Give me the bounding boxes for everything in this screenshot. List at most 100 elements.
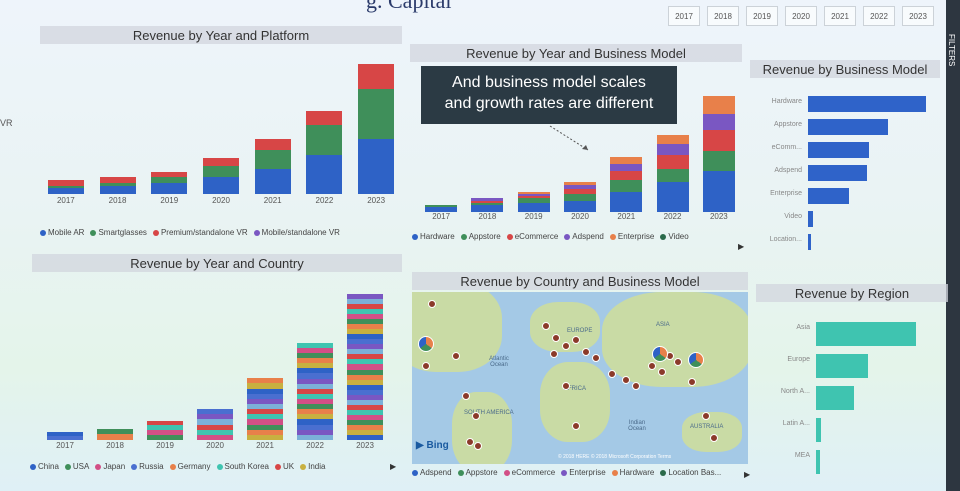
business-legend-item-3[interactable]: Adspend [564, 232, 604, 241]
country-bar-2023[interactable] [347, 294, 383, 440]
country-bar-2021[interactable] [247, 378, 283, 440]
business-bar-2017-hardware[interactable] [425, 207, 458, 212]
country-bar-2022-segment[interactable] [297, 373, 333, 379]
country-bar-2022-segment[interactable] [297, 383, 333, 390]
country-legend-item-2[interactable]: Japan [95, 462, 125, 471]
map-legend-item-5[interactable]: Location Bas... [660, 468, 721, 477]
map-pie-marker[interactable] [688, 352, 704, 368]
country-legend-item-1[interactable]: USA [64, 462, 89, 471]
country-legend-item-6[interactable]: UK [275, 462, 294, 471]
business-legend-next-icon[interactable]: ▶ [738, 242, 745, 251]
business-bar-2022-ecommerce[interactable] [656, 155, 689, 169]
country-bar-2020-segment[interactable] [197, 424, 233, 431]
map-marker[interactable] [462, 392, 470, 400]
filters-label[interactable]: FILTERS [947, 34, 956, 67]
country-bar-2023-segment[interactable] [347, 334, 383, 340]
country-bar-2022-segment[interactable] [297, 404, 333, 410]
map-marker[interactable] [572, 336, 580, 344]
map-marker[interactable] [592, 354, 600, 362]
year-button-2020[interactable]: 2020 [785, 6, 817, 26]
region-bar-0[interactable] [816, 322, 916, 346]
country-bar-2020[interactable] [197, 409, 233, 440]
country-bar-2023-segment[interactable] [347, 319, 383, 325]
business-bar-2022-enterprise[interactable] [656, 134, 689, 144]
country-legend-item-7[interactable]: India [300, 462, 325, 471]
country-bar-2023-segment[interactable] [347, 409, 383, 416]
country-bar-2023-segment[interactable] [347, 349, 383, 355]
country-bar-2020-segment[interactable] [197, 409, 233, 415]
country-bar-2019-segment[interactable] [147, 430, 183, 436]
world-map[interactable]: EUROPE ASIA Atlantic Ocean AFRICA SOUTH … [412, 292, 748, 464]
map-marker[interactable] [702, 412, 710, 420]
country-bar-2021-segment[interactable] [247, 398, 283, 405]
country-bar-2023-segment[interactable] [347, 379, 383, 386]
business-bar-2019-adspend[interactable] [517, 193, 550, 197]
country-bar-2023-segment[interactable] [347, 344, 383, 350]
country-bar-2021-segment[interactable] [247, 434, 283, 440]
business-legend[interactable]: Hardware Appstore eCommerce Adspend Enterpri… [412, 232, 689, 241]
country-bar-2023-segment[interactable] [347, 359, 383, 365]
business-legend-item-4[interactable]: Enterprise [609, 232, 654, 241]
platform-bar-2017-smartglasses[interactable] [47, 185, 84, 189]
country-bar-2022-segment[interactable] [297, 419, 333, 426]
platform-bar-2022-mobile-ar[interactable] [306, 155, 343, 194]
map-marker[interactable] [474, 442, 482, 450]
country-bar-2022[interactable] [297, 342, 333, 440]
business-bar-2023-adspend[interactable] [702, 114, 735, 131]
map-legend-item-3[interactable]: Enterprise [561, 468, 606, 477]
platform-legend-item-2[interactable]: Premium/standalone VR [152, 228, 248, 237]
country-bar-2020-segment[interactable] [197, 419, 233, 426]
platform-bar-2023-smartglasses[interactable] [358, 88, 395, 139]
business-bar-2023-hardware[interactable] [702, 171, 735, 212]
platform-legend-item-0[interactable]: Mobile AR [40, 228, 84, 237]
business-bar-2018-adspend[interactable] [471, 198, 504, 201]
map-marker[interactable] [622, 376, 630, 384]
map-marker[interactable] [710, 434, 718, 442]
business-bar-2018-appstore[interactable] [471, 202, 504, 206]
bmbar-bar-2[interactable] [808, 142, 870, 158]
business-bar-2020-ecommerce[interactable] [564, 189, 596, 194]
business-bar-2022-adspend[interactable] [656, 143, 689, 156]
country-bar-2023-segment[interactable] [347, 304, 383, 310]
business-bar-2020-enterprise[interactable] [564, 182, 596, 185]
year-button-2017[interactable]: 2017 [668, 6, 700, 26]
country-legend-item-4[interactable]: Germany [169, 462, 211, 471]
year-button-2023[interactable]: 2023 [902, 6, 934, 26]
bmbar-bar-3[interactable] [808, 165, 867, 181]
country-bar-2023-segment[interactable] [347, 429, 383, 436]
country-bar-2021-segment[interactable] [247, 378, 283, 384]
country-legend-item-5[interactable]: South Korea [216, 462, 269, 471]
bmbar-bar-0[interactable] [808, 96, 926, 112]
platform-bar-2020-premium-standalone-vr[interactable] [203, 158, 239, 167]
business-bar-2018-hardware[interactable] [471, 205, 504, 212]
business-bar-2020-appstore[interactable] [564, 193, 596, 201]
bmbar-bar-1[interactable] [808, 119, 889, 135]
business-bar-2021-enterprise[interactable] [610, 157, 643, 165]
platform-legend-item-1[interactable]: Smartglasses [90, 228, 147, 237]
map-legend[interactable]: Adspend Appstore eCommerce Enterprise Hardwa… [412, 468, 721, 477]
country-bar-2022-segment[interactable] [297, 409, 333, 415]
country-bar-2023-segment[interactable] [347, 384, 383, 391]
country-bar-2021-segment[interactable] [247, 404, 283, 410]
business-legend-item-5[interactable]: Video [660, 232, 689, 241]
business-bar-2021-appstore[interactable] [610, 180, 643, 192]
platform-bar-2020-smartglasses[interactable] [203, 166, 239, 178]
country-bar-2019-segment[interactable] [147, 435, 183, 440]
map-legend-item-4[interactable]: Hardware [611, 468, 654, 477]
map-pie-marker[interactable] [418, 336, 434, 352]
country-bar-2019-segment[interactable] [147, 420, 183, 426]
map-marker[interactable] [542, 322, 550, 330]
business-bar-2022-hardware[interactable] [656, 182, 689, 212]
platform-bar-2022-smartglasses[interactable] [306, 124, 343, 156]
region-bar-2[interactable] [816, 386, 854, 410]
platform-bar-2019-premium-standalone-vr[interactable] [151, 171, 188, 178]
bmbar-bar-5[interactable] [808, 211, 813, 227]
country-legend-next-icon[interactable]: ▶ [390, 462, 397, 471]
platform-bar-2017-premium-standalone-vr[interactable] [47, 180, 84, 186]
country-bar-2022-segment[interactable] [297, 358, 333, 364]
platform-bar-2019-smartglasses[interactable] [151, 177, 188, 183]
business-bar-2021-ecommerce[interactable] [610, 171, 643, 181]
map-marker[interactable] [562, 382, 570, 390]
country-bar-2022-segment[interactable] [297, 363, 333, 369]
platform-bar-2023-premium-standalone-vr[interactable] [358, 64, 395, 89]
